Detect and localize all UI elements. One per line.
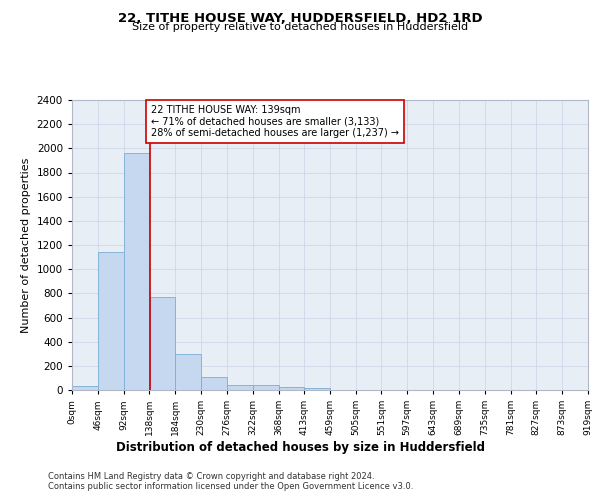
Text: Contains public sector information licensed under the Open Government Licence v3: Contains public sector information licen… (48, 482, 413, 491)
Bar (227, 384, 253, 390)
Text: 22, TITHE HOUSE WAY, HUDDERSFIELD, HD2 1RD: 22, TITHE HOUSE WAY, HUDDERSFIELD, HD2 1… (118, 12, 482, 26)
Text: Size of property relative to detached houses in Huddersfield: Size of property relative to detached ho… (132, 22, 468, 32)
Bar (72, 386, 98, 390)
Text: 22 TITHE HOUSE WAY: 139sqm
← 71% of detached houses are smaller (3,133)
28% of s: 22 TITHE HOUSE WAY: 139sqm ← 71% of deta… (151, 105, 399, 138)
Bar (149, 297, 175, 390)
Text: Distribution of detached houses by size in Huddersfield: Distribution of detached houses by size … (115, 441, 485, 454)
Bar (253, 385, 278, 390)
Text: Contains HM Land Registry data © Crown copyright and database right 2024.: Contains HM Land Registry data © Crown c… (48, 472, 374, 481)
Bar (279, 387, 304, 390)
Y-axis label: Number of detached properties: Number of detached properties (21, 158, 31, 332)
Bar (304, 388, 329, 390)
Bar (175, 354, 201, 390)
Bar (124, 153, 149, 390)
Bar (201, 378, 227, 390)
Bar (98, 252, 124, 390)
